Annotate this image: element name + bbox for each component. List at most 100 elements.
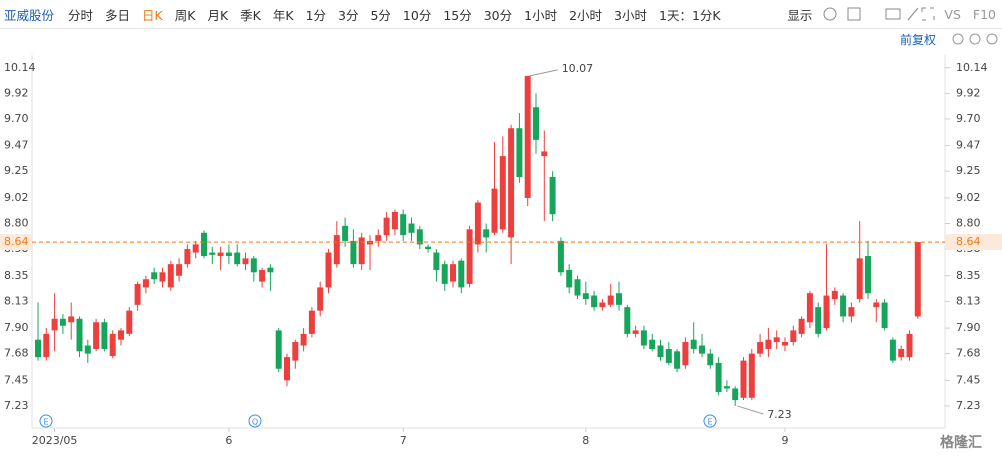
y-tick-label-left: 9.47 bbox=[4, 139, 29, 152]
y-tick-label-right: 9.92 bbox=[956, 86, 981, 99]
period-tab[interactable]: 周K bbox=[174, 7, 196, 23]
candle-body bbox=[317, 287, 324, 311]
reset-icon[interactable] bbox=[952, 33, 964, 45]
event-marker bbox=[39, 414, 53, 428]
pen-icon[interactable] bbox=[908, 7, 919, 21]
candle-body bbox=[59, 318, 66, 326]
candle-body bbox=[508, 128, 515, 238]
period-tab[interactable]: 10分 bbox=[402, 7, 432, 23]
candle-body bbox=[798, 318, 805, 334]
period-tab[interactable]: 日K bbox=[142, 7, 163, 23]
vs-button[interactable]: VS bbox=[944, 6, 961, 22]
candle-body bbox=[126, 310, 133, 334]
candle-body bbox=[740, 360, 747, 398]
candle-body bbox=[184, 249, 191, 265]
last-price-label: 8.64 bbox=[956, 235, 981, 248]
y-tick-label-right: 8.35 bbox=[956, 269, 981, 282]
candle-body bbox=[458, 260, 465, 288]
y-tick-label-right: 10.14 bbox=[956, 61, 988, 74]
event-label: E bbox=[43, 418, 48, 427]
candle-body bbox=[732, 388, 739, 401]
candle-body bbox=[176, 264, 183, 276]
candle-body bbox=[723, 386, 730, 389]
candle-body bbox=[682, 342, 689, 366]
candle-body bbox=[757, 342, 764, 354]
high-pointer bbox=[529, 69, 558, 77]
period-tab[interactable]: 月K bbox=[207, 7, 229, 23]
candle-body bbox=[68, 316, 75, 323]
candle-body bbox=[367, 240, 373, 245]
period-tab[interactable]: 2小时 bbox=[569, 7, 603, 23]
candle-body bbox=[159, 272, 166, 282]
zoom-in-icon[interactable] bbox=[986, 33, 998, 45]
box-icon[interactable] bbox=[847, 7, 861, 21]
y-tick-label-left: 7.45 bbox=[4, 373, 29, 386]
show-menu[interactable]: 显示 bbox=[787, 7, 813, 23]
candle-body bbox=[358, 237, 365, 265]
candle-body bbox=[881, 302, 888, 329]
candle-body bbox=[84, 345, 91, 354]
zoom-out-icon[interactable] bbox=[969, 33, 981, 45]
candle-body bbox=[782, 342, 788, 346]
y-tick-label-right: 9.25 bbox=[956, 164, 981, 177]
candle-body bbox=[624, 307, 631, 334]
candle-body bbox=[541, 151, 548, 157]
y-tick-label-left: 9.25 bbox=[4, 164, 29, 177]
period-tab[interactable]: 1天：1分K bbox=[659, 7, 721, 23]
candle-body bbox=[35, 339, 41, 358]
candle-body bbox=[142, 279, 149, 288]
candle-body bbox=[292, 342, 299, 361]
period-tab[interactable]: 年K bbox=[272, 7, 294, 23]
candle-body bbox=[408, 223, 415, 233]
toolbar: 亚威股份 分时 多日 日K 周K 月K 季K 年K 1分 3分 5分 10分 15分 30分 1小时 2小时… bbox=[0, 0, 1002, 29]
candle-body bbox=[665, 348, 672, 363]
candle-body bbox=[333, 235, 340, 265]
candle-body bbox=[151, 272, 158, 280]
candle-body bbox=[865, 256, 871, 294]
candle-body bbox=[815, 307, 822, 334]
candle-body bbox=[873, 302, 880, 308]
candle-body bbox=[209, 252, 216, 255]
f10-button[interactable]: F10 bbox=[972, 6, 996, 22]
adjust-button[interactable]: 前复权 bbox=[900, 33, 937, 47]
candle-body bbox=[906, 333, 913, 358]
period-tab[interactable]: 1分 bbox=[305, 7, 327, 23]
period-tab[interactable]: 季K bbox=[240, 7, 261, 23]
y-tick-label-right: 9.70 bbox=[956, 112, 981, 125]
period-tab[interactable]: 1小时 bbox=[524, 7, 558, 23]
candle-body bbox=[450, 264, 456, 282]
period-tab[interactable]: 分时 bbox=[68, 7, 94, 23]
candle-body bbox=[284, 357, 290, 381]
event-label: Q bbox=[252, 418, 258, 427]
period-tab[interactable]: 5分 bbox=[370, 7, 391, 23]
candle-body bbox=[250, 258, 257, 273]
candle-body bbox=[217, 252, 224, 257]
candle-body bbox=[275, 330, 282, 369]
toolbar-right: 显示 VS F10 bbox=[781, 4, 1002, 24]
settings-icon[interactable] bbox=[823, 7, 837, 21]
x-tick-label: 6 bbox=[225, 434, 232, 447]
candle-body bbox=[566, 269, 573, 288]
candle-body bbox=[765, 339, 772, 349]
period-tab[interactable]: 30分 bbox=[483, 7, 513, 23]
y-tick-label-right: 9.47 bbox=[956, 139, 981, 152]
candle-body bbox=[242, 258, 249, 265]
y-tick-label-left: 8.35 bbox=[4, 269, 29, 282]
candle-body bbox=[499, 156, 506, 230]
period-tab[interactable]: 多日 bbox=[105, 7, 131, 23]
candle-body bbox=[51, 318, 58, 331]
candle-body bbox=[483, 229, 490, 238]
y-tick-label-right: 8.13 bbox=[956, 294, 981, 307]
period-tab[interactable]: 3分 bbox=[338, 7, 359, 23]
candle-body bbox=[267, 267, 274, 273]
camera-icon[interactable] bbox=[885, 8, 901, 20]
y-tick-label-left: 8.13 bbox=[4, 294, 29, 307]
fullscreen-icon[interactable] bbox=[921, 7, 935, 21]
period-tab[interactable]: 15分 bbox=[443, 7, 472, 23]
candle-body bbox=[773, 337, 780, 343]
stock-name[interactable]: 亚威股份 bbox=[4, 7, 55, 23]
period-tab[interactable]: 3小时 bbox=[614, 7, 647, 23]
candle-body bbox=[790, 330, 797, 343]
candle-body bbox=[599, 302, 606, 308]
y-tick-label-right: 7.90 bbox=[956, 321, 981, 334]
